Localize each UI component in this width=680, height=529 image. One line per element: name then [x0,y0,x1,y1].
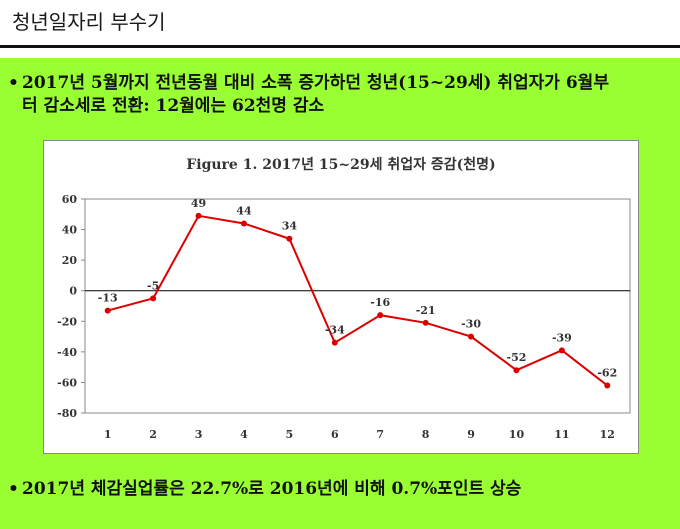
x-tick-label: 11 [554,428,569,441]
y-tick-label: 20 [62,254,78,267]
y-tick-label: 40 [62,224,78,237]
data-label: -52 [507,351,527,364]
data-point [558,347,565,354]
y-tick-label: -20 [57,315,77,328]
x-tick-label: 12 [600,428,615,441]
x-tick-label: 1 [104,428,112,441]
x-tick-label: 7 [376,428,384,441]
data-label: -16 [370,296,390,309]
x-tick-label: 6 [331,428,339,441]
x-tick-label: 3 [195,428,203,441]
data-label: 44 [236,204,252,217]
data-point [195,212,202,219]
y-tick-label: -40 [57,346,77,359]
data-label: -62 [597,366,617,379]
data-label: 49 [191,197,206,210]
x-tick-label: 8 [422,428,430,441]
data-label: -5 [147,279,159,292]
data-label: -39 [552,331,572,344]
bullet-employment: • 2017년 5월까지 전년동월 대비 소폭 증가하던 청년(15~29세) 취… [8,72,676,118]
data-point [331,339,338,346]
data-label: 34 [282,220,298,233]
bullet-unemployment: • 2017년 체감실업률은 22.7%로 2016년에 비해 0.7%포인트 상… [8,478,676,501]
data-point [240,220,247,227]
x-tick-label: 4 [240,428,248,441]
data-point [286,235,293,242]
data-point [422,319,429,326]
bullet-mark: • [8,479,19,499]
bullet-employment-line2: 터 감소세로 전환: 12월에는 62천명 감소 [22,96,325,116]
x-tick-label: 10 [509,428,525,441]
data-label: -21 [416,304,436,317]
series-line [107,214,608,387]
title-divider [0,45,680,48]
data-label: -34 [325,324,345,337]
bullet-employment-line1: 2017년 5월까지 전년동월 대비 소폭 증가하던 청년(15~29세) 취업… [22,73,609,93]
y-tick-label: -80 [57,407,77,420]
data-point [604,382,611,389]
page-title: 청년일자리 부수기 [12,10,166,34]
x-tick-label: 2 [149,428,157,441]
data-label: -13 [98,292,118,305]
data-point [377,312,384,319]
data-point [150,295,157,302]
y-tick-label: 0 [69,285,77,298]
plot-area [84,198,631,414]
bullet-mark: • [8,73,19,93]
data-point [468,333,475,340]
chart-title: Figure 1. 2017년 15~29세 취업자 증감(천명) [186,156,495,173]
x-tick-label: 9 [467,428,475,441]
data-point [104,307,111,314]
data-label: -30 [461,318,481,331]
chart-frame: Figure 1. 2017년 15~29세 취업자 증감(천명) 60 40 20… [43,140,639,454]
y-tick-label: 60 [62,193,78,206]
data-point [513,367,520,374]
chart: Figure 1. 2017년 15~29세 취업자 증감(천명) 604020… [57,156,631,441]
y-tick-label: -60 [57,376,77,389]
bullet-unemployment-text: 2017년 체감실업률은 22.7%로 2016년에 비해 0.7%포인트 상승 [22,479,522,499]
x-tick-label: 5 [286,428,294,441]
